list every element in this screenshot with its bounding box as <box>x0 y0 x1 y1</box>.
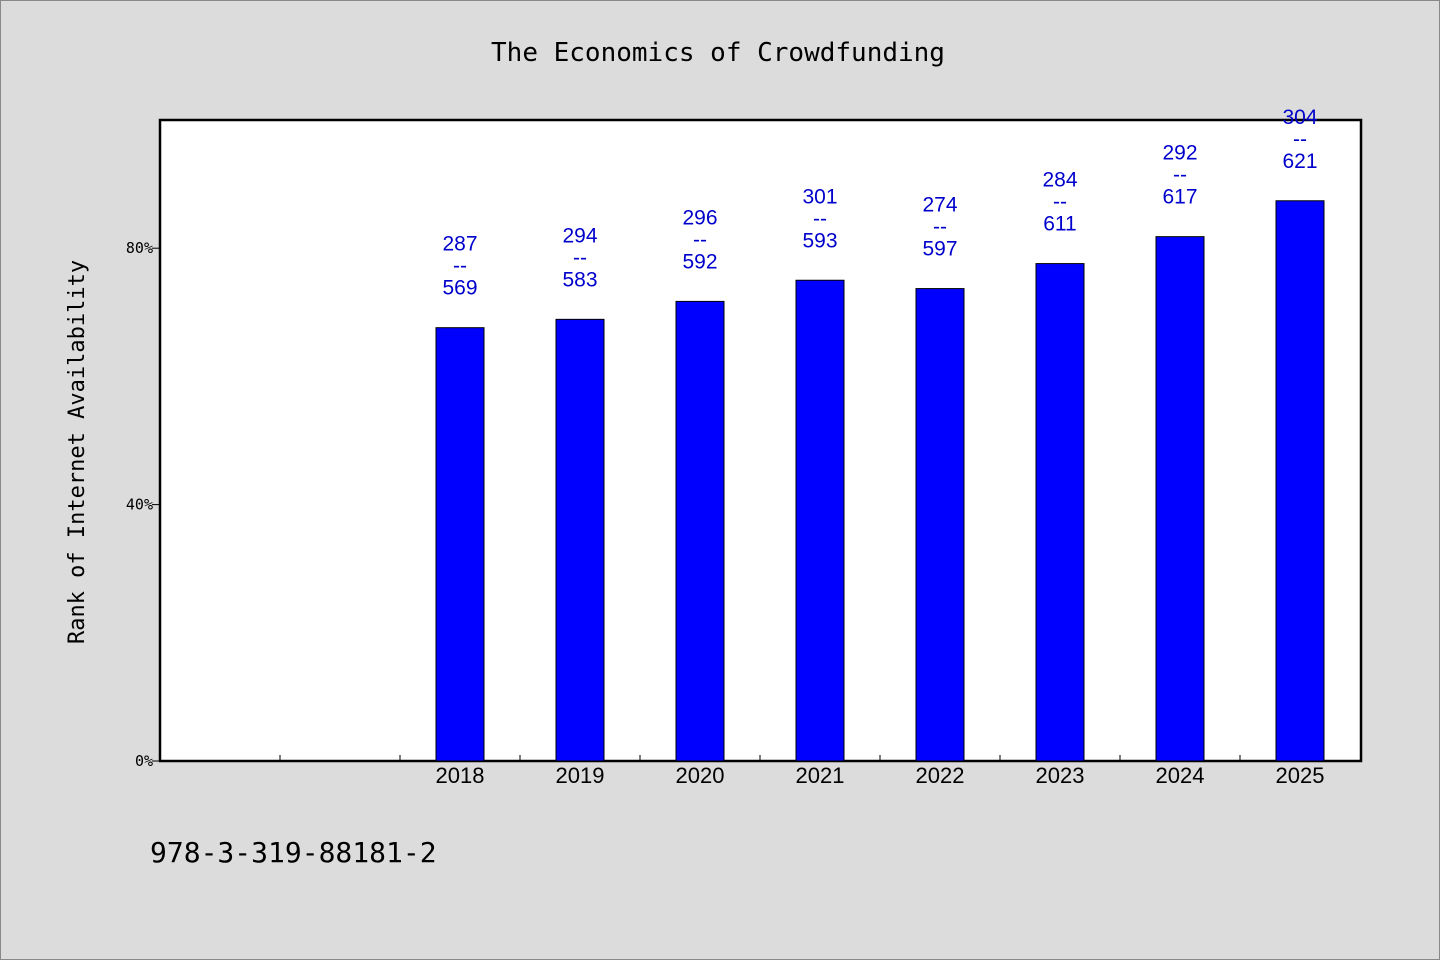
bars-group <box>435 200 1325 762</box>
data-label-2020: -- <box>693 228 707 251</box>
data-label-2024: 292 <box>1162 142 1197 165</box>
data-labels-group: 287--569294--583296--592301--593274--597… <box>442 106 1317 300</box>
data-label-2023: -- <box>1053 191 1067 214</box>
y-tick-label: 40% <box>126 496 153 514</box>
bar-2019 <box>555 318 605 762</box>
bar-2023 <box>1035 263 1085 762</box>
data-label-2025: -- <box>1293 128 1307 151</box>
data-label-2024: -- <box>1173 164 1187 187</box>
data-label-2021: 301 <box>802 185 837 208</box>
data-label-2022: 597 <box>922 238 957 261</box>
x-tick-label: 2019 <box>556 763 605 788</box>
data-label-2025: 621 <box>1282 150 1317 173</box>
data-label-2023: 611 <box>1043 213 1076 236</box>
data-label-2019: 294 <box>562 224 597 247</box>
data-label-2022: 274 <box>922 194 957 217</box>
data-label-2018: -- <box>453 255 467 278</box>
y-tick-label: 80% <box>126 239 153 257</box>
x-tick-label: 2023 <box>1036 763 1085 788</box>
x-tick-label: 2018 <box>436 763 485 788</box>
x-tick-label: 2020 <box>676 763 725 788</box>
data-label-2019: -- <box>573 246 587 269</box>
y-axis-ticks: 0% 40% 80% <box>126 239 160 770</box>
bar-2025 <box>1275 200 1325 762</box>
data-label-2018: 287 <box>442 233 477 256</box>
data-label-2020: 592 <box>682 250 717 273</box>
bar-2021 <box>795 279 845 762</box>
data-label-2022: -- <box>933 216 947 239</box>
isbn-footer: 978-3-319-88181-2 <box>150 836 437 869</box>
y-axis-label: Rank of Internet Availability <box>65 260 90 644</box>
chart-title: The Economics of Crowdfunding <box>491 38 945 68</box>
data-label-2024: 617 <box>1162 186 1197 209</box>
data-label-2023: 284 <box>1042 169 1077 192</box>
x-tick-label: 2025 <box>1276 763 1325 788</box>
x-axis-ticks: 2018 2019 2020 2021 2022 2023 2024 2025 <box>279 755 1325 788</box>
x-tick-label: 2021 <box>796 763 845 788</box>
data-label-2021: -- <box>813 207 827 230</box>
data-label-2021: 593 <box>802 229 837 252</box>
x-tick-label: 2022 <box>916 763 965 788</box>
x-tick-label: 2024 <box>1156 763 1205 788</box>
bar-2018 <box>435 327 485 762</box>
data-label-2018: 569 <box>442 277 477 300</box>
bar-2024 <box>1155 236 1205 762</box>
bar-2020 <box>675 300 725 762</box>
data-label-2020: 296 <box>682 206 717 229</box>
data-label-2025: 304 <box>1282 106 1317 129</box>
bar-2022 <box>915 288 965 762</box>
y-tick-label: 0% <box>135 752 153 770</box>
data-label-2019: 583 <box>562 268 597 291</box>
